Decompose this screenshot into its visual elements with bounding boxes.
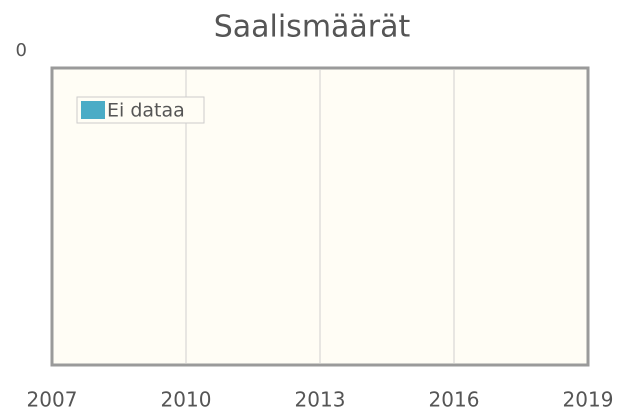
x-tick-label: 2019 — [563, 388, 614, 412]
x-tick-label: 2010 — [161, 388, 212, 412]
x-tick-label: 2007 — [27, 388, 78, 412]
legend-swatch — [81, 101, 105, 119]
x-tick-label: 2016 — [429, 388, 480, 412]
chart-title: Saalismäärät — [214, 10, 411, 45]
x-tick-label: 2013 — [295, 388, 346, 412]
y-tick-label: 0 — [16, 40, 27, 61]
legend-label: Ei dataa — [107, 100, 185, 122]
